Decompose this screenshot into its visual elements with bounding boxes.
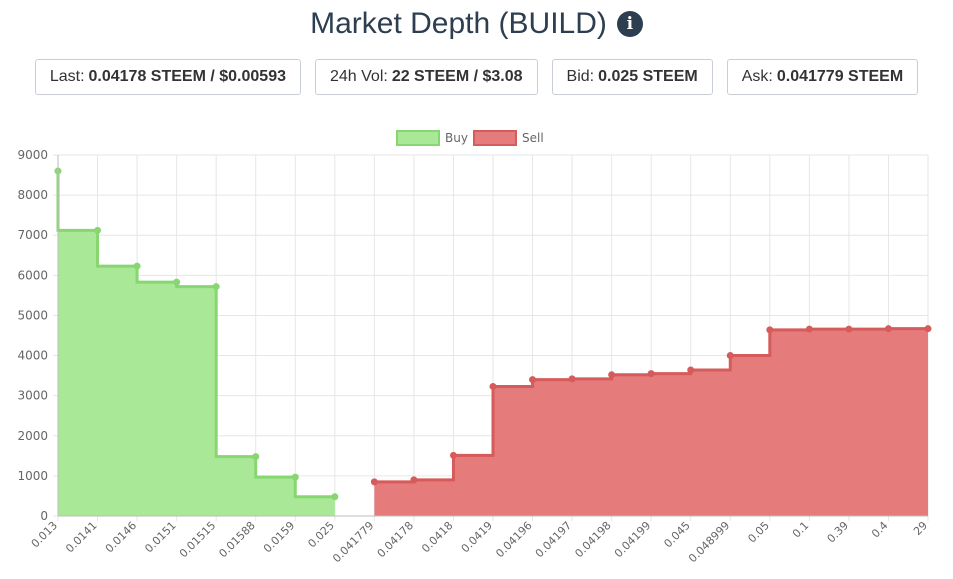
data-point-sell: [845, 325, 853, 333]
x-tick-label: 0.025: [305, 519, 336, 550]
y-tick-label: 9000: [17, 148, 48, 162]
data-point-buy: [94, 226, 102, 234]
x-tick-label: 0.0146: [103, 519, 139, 555]
data-point-sell: [449, 451, 457, 459]
y-tick-label: 1000: [17, 469, 48, 483]
stat-ask-value: 0.041779 STEEM: [776, 68, 904, 85]
x-tick-label: 0.045: [661, 519, 692, 550]
series-area-buy: [58, 171, 335, 517]
data-point-sell: [529, 376, 537, 384]
data-point-buy: [291, 473, 299, 481]
legend-swatch-buy: [396, 130, 440, 146]
y-tick-label: 2000: [17, 429, 48, 443]
x-tick-label: 0.0159: [261, 519, 297, 555]
stat-volume-value: 22 STEEM / $3.08: [391, 68, 523, 85]
data-point-sell: [924, 325, 932, 333]
legend-swatch-sell: [473, 130, 517, 146]
page-title: Market Depth (BUILD): [310, 7, 607, 40]
data-point-sell: [884, 325, 892, 333]
data-point-sell: [489, 382, 497, 390]
x-tick-label: 0.39: [825, 519, 852, 546]
x-tick-label: 0.0151: [142, 519, 178, 555]
title-row: Market Depth (BUILD) i: [0, 4, 953, 44]
x-tick-label: 0.1: [790, 519, 812, 541]
data-point-sell: [608, 371, 616, 379]
series-line-buy: [56, 171, 335, 499]
data-point-sell: [568, 375, 576, 383]
x-tick-label: 0.04199: [612, 519, 653, 560]
x-tick-label: 0.04196: [493, 519, 534, 560]
y-axis: 0 1000 2000 3000 4000 5000 6000 7000 8000 9000: [17, 148, 59, 523]
x-tick-label: 0.048999: [686, 519, 732, 565]
stat-ask-label: Ask:: [741, 68, 773, 85]
y-tick-label: 5000: [17, 308, 48, 322]
x-tick-label: 0.01515: [177, 519, 218, 560]
data-point-buy: [133, 262, 141, 270]
x-tick-label: 29: [911, 519, 930, 538]
stat-volume: 24h Vol: 22 STEEM / $3.08: [314, 59, 538, 95]
series-area-sell: [374, 328, 928, 516]
data-point-buy: [252, 453, 260, 461]
x-tick-label: 0.013: [29, 519, 60, 550]
data-point-sell: [766, 326, 774, 334]
info-circle-icon[interactable]: i: [616, 11, 643, 37]
data-point-sell: [370, 478, 378, 486]
legend-label-sell: Sell: [522, 131, 544, 145]
stats-bar: Last: 0.04178 STEEM / $0.00593 24h Vol: …: [0, 59, 953, 95]
y-tick-label: 3000: [17, 389, 48, 403]
x-tick-label: 0.041779: [330, 519, 376, 565]
x-tick-label: 0.4: [869, 519, 891, 541]
stat-bid-label: Bid:: [566, 68, 595, 85]
data-point-sell: [647, 370, 655, 378]
chart-points: [54, 167, 932, 501]
data-point-buy: [173, 278, 181, 286]
chart-legend[interactable]: Buy Sell: [396, 130, 544, 146]
x-tick-label: 0.04197: [533, 519, 574, 560]
data-point-sell: [805, 325, 813, 333]
x-tick-label: 0.0419: [459, 519, 495, 555]
x-tick-label: 0.0141: [63, 519, 99, 555]
legend-label-buy: Buy: [445, 131, 468, 145]
y-tick-label: 0: [40, 509, 48, 523]
data-point-sell: [687, 366, 695, 374]
stat-last: Last: 0.04178 STEEM / $0.00593: [34, 59, 301, 95]
y-tick-label: 7000: [17, 228, 48, 242]
y-tick-label: 8000: [17, 188, 48, 202]
stat-bid: Bid: 0.025 STEEM: [551, 59, 713, 95]
stat-bid-value: 0.025 STEEM: [598, 68, 698, 85]
x-tick-label: 0.0418: [419, 519, 455, 555]
x-tick-label: 0.01588: [216, 519, 257, 560]
data-point-buy: [331, 493, 339, 501]
depth-chart: 0 1000 2000 3000 4000 5000 6000 7000 8000 9000 0.…: [17, 130, 932, 565]
stat-last-label: Last:: [49, 68, 85, 85]
x-tick-label: 0.04198: [572, 519, 613, 560]
data-point-buy: [212, 283, 220, 291]
stat-last-value: 0.04178 STEEM / $0.00593: [88, 68, 286, 85]
x-tick-label: 0.05: [745, 519, 772, 546]
stat-volume-label: 24h Vol:: [329, 68, 388, 85]
data-point-sell: [410, 476, 418, 484]
y-tick-label: 6000: [17, 268, 48, 282]
y-tick-label: 4000: [17, 349, 48, 363]
x-tick-label: 0.04178: [375, 519, 416, 560]
data-point-sell: [726, 352, 734, 360]
stat-ask: Ask: 0.041779 STEEM: [726, 59, 919, 95]
